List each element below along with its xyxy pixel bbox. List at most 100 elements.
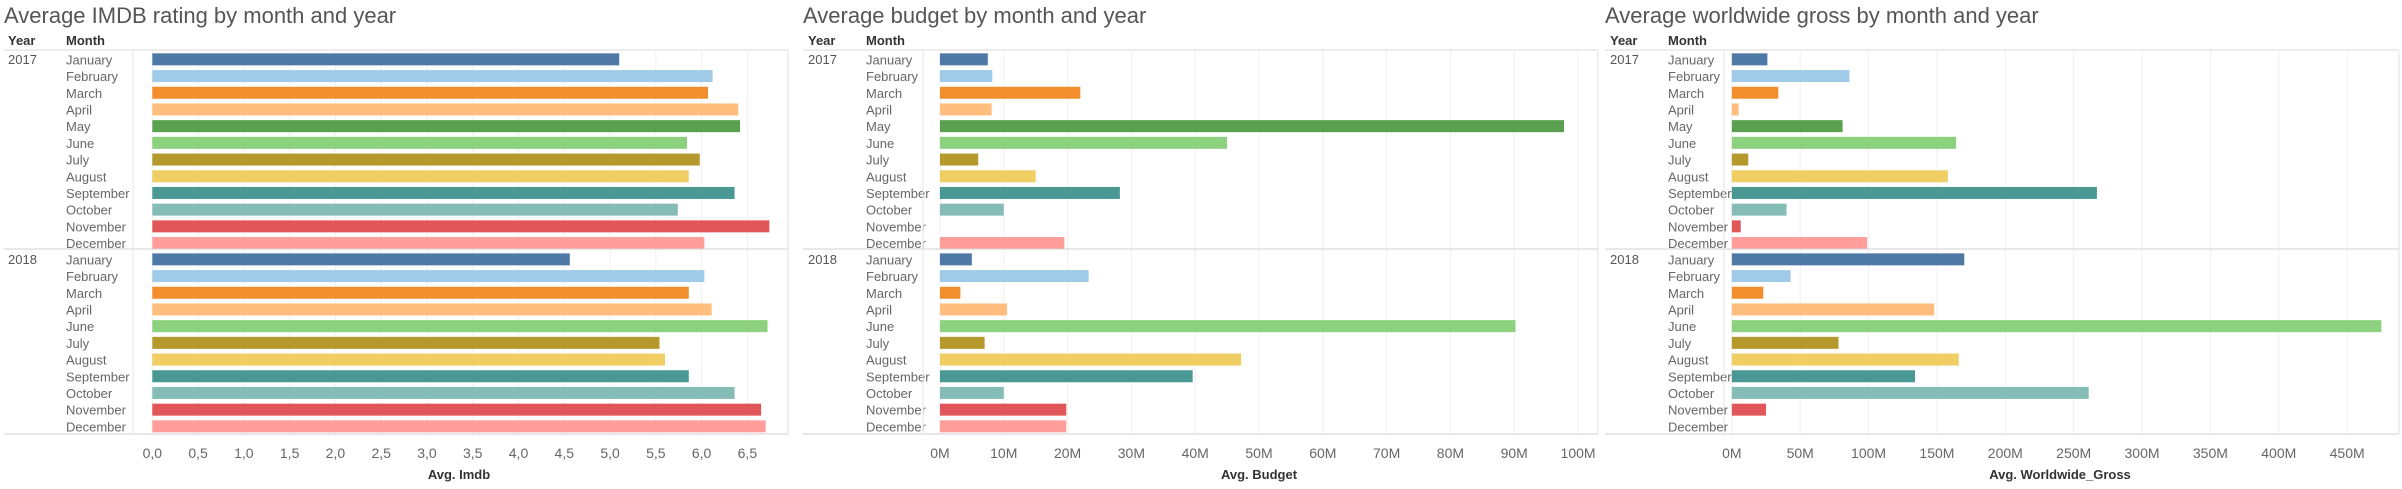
bar-2017-january[interactable] xyxy=(1731,53,1768,66)
bar-2018-december[interactable] xyxy=(939,420,1067,433)
bar-2017-february[interactable] xyxy=(939,70,993,83)
month-label: February xyxy=(866,269,919,284)
bar-2018-july[interactable] xyxy=(1731,336,1839,349)
bar-2017-march[interactable] xyxy=(939,86,1081,99)
month-label: January xyxy=(1668,252,1715,267)
month-label: October xyxy=(66,386,113,401)
bar-2018-january[interactable] xyxy=(939,253,972,266)
bar-2017-may[interactable] xyxy=(152,120,741,133)
month-label: December xyxy=(66,419,127,434)
x-tick-label: 10M xyxy=(990,445,1017,461)
bar-2017-september[interactable] xyxy=(1731,186,2097,199)
bar-2017-april[interactable] xyxy=(1731,103,1739,116)
bar-2017-november[interactable] xyxy=(1731,220,1741,233)
x-tick-label: 60M xyxy=(1309,445,1336,461)
bar-2017-october[interactable] xyxy=(1731,203,1787,216)
month-header: Month xyxy=(866,33,905,48)
month-label: April xyxy=(866,302,892,317)
x-tick-label: 2,5 xyxy=(371,445,391,461)
bar-2017-september[interactable] xyxy=(939,186,1120,199)
bar-2018-july[interactable] xyxy=(939,336,985,349)
bar-2018-september[interactable] xyxy=(152,370,689,383)
bar-2017-june[interactable] xyxy=(939,136,1228,149)
bar-2017-february[interactable] xyxy=(152,70,713,83)
bar-2017-july[interactable] xyxy=(152,153,700,166)
bar-2018-august[interactable] xyxy=(939,353,1242,366)
month-label: March xyxy=(1668,86,1704,101)
bar-2018-february[interactable] xyxy=(152,270,705,283)
bar-2017-december[interactable] xyxy=(939,237,1065,250)
bar-2017-november[interactable] xyxy=(152,220,770,233)
x-axis-title: Avg. Imdb xyxy=(428,467,490,482)
bar-2018-december[interactable] xyxy=(152,420,766,433)
month-label: November xyxy=(866,403,927,418)
bar-2017-august[interactable] xyxy=(152,170,689,183)
bar-2017-august[interactable] xyxy=(1731,170,1948,183)
bar-2018-march[interactable] xyxy=(939,286,961,299)
bar-2018-august[interactable] xyxy=(152,353,665,366)
year-label: 2017 xyxy=(1610,52,1639,67)
bar-2018-october[interactable] xyxy=(152,386,735,399)
bar-2018-june[interactable] xyxy=(152,320,768,333)
bar-2017-april[interactable] xyxy=(152,103,739,116)
bar-2018-october[interactable] xyxy=(939,386,1004,399)
bar-2017-february[interactable] xyxy=(1731,70,1850,83)
year-label: 2017 xyxy=(808,52,837,67)
bar-2017-june[interactable] xyxy=(152,136,687,149)
bar-2018-august[interactable] xyxy=(1731,353,1959,366)
bar-2018-april[interactable] xyxy=(1731,303,1935,316)
x-tick-label: 3,0 xyxy=(417,445,437,461)
bar-2018-november[interactable] xyxy=(152,403,762,416)
bar-2017-march[interactable] xyxy=(1731,86,1779,99)
bar-2017-july[interactable] xyxy=(1731,153,1749,166)
year-header: Year xyxy=(8,33,35,48)
bar-2018-july[interactable] xyxy=(152,336,660,349)
bar-2018-september[interactable] xyxy=(1731,370,1916,383)
chart-title: Average worldwide gross by month and yea… xyxy=(1605,3,2039,28)
month-label: August xyxy=(66,169,107,184)
bar-2018-january[interactable] xyxy=(152,253,570,266)
x-tick-label: 2,0 xyxy=(326,445,346,461)
bar-2017-may[interactable] xyxy=(1731,120,1843,133)
year-label: 2017 xyxy=(8,52,37,67)
bar-2017-june[interactable] xyxy=(1731,136,1957,149)
x-tick-label: 300M xyxy=(2125,445,2160,461)
bar-2018-november[interactable] xyxy=(1731,403,1767,416)
x-tick-label: 450M xyxy=(2330,445,2365,461)
bar-2018-march[interactable] xyxy=(1731,286,1764,299)
month-label: March xyxy=(866,86,902,101)
bar-2018-april[interactable] xyxy=(939,303,1007,316)
month-label: October xyxy=(1668,203,1715,218)
bar-2018-february[interactable] xyxy=(939,270,1089,283)
bar-2017-december[interactable] xyxy=(152,237,705,250)
bar-2017-august[interactable] xyxy=(939,170,1036,183)
bar-2018-november[interactable] xyxy=(939,403,1067,416)
bar-2017-december[interactable] xyxy=(1731,237,1868,250)
bar-2017-january[interactable] xyxy=(939,53,988,66)
bar-2017-march[interactable] xyxy=(152,86,709,99)
bar-2018-march[interactable] xyxy=(152,286,689,299)
month-label: July xyxy=(866,153,890,168)
bar-2018-april[interactable] xyxy=(152,303,712,316)
x-tick-label: 6,0 xyxy=(692,445,712,461)
bar-2017-july[interactable] xyxy=(939,153,979,166)
bar-2018-june[interactable] xyxy=(1731,320,2382,333)
month-label: June xyxy=(866,319,894,334)
year-header: Year xyxy=(1610,33,1637,48)
bar-2017-october[interactable] xyxy=(152,203,678,216)
bar-2017-january[interactable] xyxy=(152,53,620,66)
x-tick-label: 200M xyxy=(1988,445,2023,461)
month-label: December xyxy=(866,236,927,251)
month-label: April xyxy=(66,302,92,317)
bar-2018-january[interactable] xyxy=(1731,253,1965,266)
bar-2018-october[interactable] xyxy=(1731,386,2089,399)
bar-2018-february[interactable] xyxy=(1731,270,1791,283)
bar-2018-june[interactable] xyxy=(939,320,1516,333)
bar-2018-september[interactable] xyxy=(939,370,1193,383)
bar-2017-september[interactable] xyxy=(152,186,735,199)
x-tick-label: 30M xyxy=(1118,445,1145,461)
bar-2017-may[interactable] xyxy=(939,120,1565,133)
bar-2017-april[interactable] xyxy=(939,103,992,116)
bar-2017-october[interactable] xyxy=(939,203,1004,216)
